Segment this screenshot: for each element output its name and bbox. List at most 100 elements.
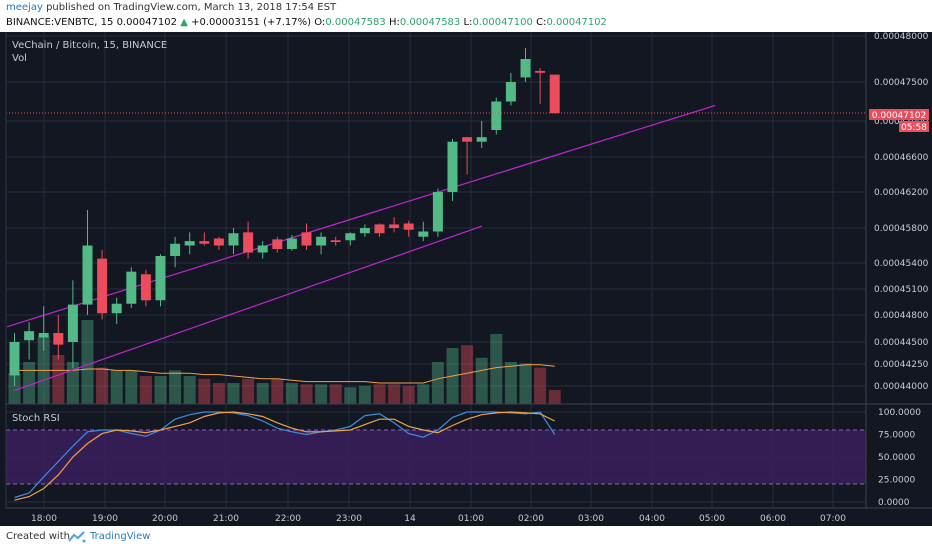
candle-body (535, 70, 546, 73)
time-badge-text: 05:58 (901, 123, 927, 133)
price-axis-label: 0.00045100 (874, 285, 929, 295)
candle-body (549, 74, 560, 114)
low-label: L: (463, 17, 473, 28)
rsi-axis-label: 25.0000 (878, 476, 915, 486)
candle (418, 221, 429, 242)
volume-bar (23, 362, 36, 404)
candle (53, 315, 64, 360)
time-axis-label: 23:00 (336, 514, 362, 524)
volume-bar (52, 355, 65, 404)
time-axis-label: 19:00 (92, 514, 118, 524)
candle-body (301, 232, 312, 246)
candle (38, 306, 49, 351)
stoch-d-line (14, 411, 555, 501)
trendlines[interactable] (7, 104, 716, 391)
footer: Created with TradingView (0, 526, 932, 550)
volume-bar (66, 362, 79, 404)
candle-body (447, 141, 458, 192)
candle-body (82, 245, 93, 305)
volume-bar (227, 383, 240, 404)
candle (228, 228, 239, 255)
candle-body (359, 228, 370, 234)
price-badge-text: 0.00047102 (872, 111, 926, 121)
candle-body (272, 239, 283, 249)
author-link[interactable]: meejay (6, 2, 43, 13)
volume-bar (300, 384, 313, 404)
time-axis-label: 18:00 (31, 514, 57, 524)
time-badge: 05:58 (899, 121, 929, 133)
price-axis-label: 0.00048000 (874, 32, 929, 42)
candle-body (53, 333, 64, 345)
volume-bar (256, 383, 269, 404)
volume-bar (548, 390, 561, 404)
volume-bar (183, 376, 196, 404)
price-chart[interactable]: 0.000480000.000475000.000470000.00046600… (0, 32, 932, 526)
candle-body (9, 342, 20, 376)
candle-body (476, 137, 487, 142)
candle-body (170, 243, 181, 256)
candle (257, 241, 268, 259)
time-axis-label: 04:00 (639, 514, 665, 524)
time-axis-label: 22:00 (275, 514, 301, 524)
time-axis-label: 14 (404, 514, 416, 524)
volume-bar (344, 387, 357, 404)
candle (111, 297, 122, 324)
price-axis-label: 0.00044500 (874, 338, 929, 348)
volume-bar (417, 384, 430, 404)
price-axis-label: 0.00044250 (874, 360, 929, 370)
volume-bar (490, 334, 503, 404)
rsi-axis-label: 0.0000 (878, 498, 910, 508)
volume-bar (402, 385, 415, 404)
symbol-label: BINANCE:VENBTC, 15 (6, 17, 114, 28)
chart-title: VeChain / Bitcoin, 15, BINANCE (12, 40, 167, 51)
tradingview-brand-link[interactable]: TradingView (90, 531, 151, 542)
stoch-rsi-band (6, 430, 866, 484)
volume-bar (388, 384, 401, 404)
candle (462, 137, 473, 175)
candle (9, 333, 20, 386)
candle (535, 68, 546, 104)
change-value: +0.00003151 (+7.17%) (191, 17, 312, 28)
trendline (7, 104, 716, 328)
volume-bar (534, 367, 547, 404)
volume-bar (475, 357, 488, 404)
time-axis-label: 20:00 (152, 514, 178, 524)
candle-body (67, 304, 78, 342)
candle-body (126, 271, 137, 304)
volume-bar (154, 376, 167, 404)
volume-bar (373, 384, 386, 404)
candle-body (505, 82, 516, 102)
candle (520, 47, 531, 82)
candle-body (462, 137, 473, 142)
price-axis-label: 0.00046600 (874, 153, 929, 163)
time-axis-label: 02:00 (518, 514, 544, 524)
candle-body (345, 233, 356, 241)
price-axis-labels[interactable]: 0.000480000.000475000.000470000.00046600… (874, 32, 929, 392)
candles (9, 47, 560, 386)
time-axis-label: 03:00 (578, 514, 604, 524)
volume-bar (358, 385, 371, 404)
volume-bar (329, 384, 342, 404)
time-axis-label: 05:00 (699, 514, 725, 524)
volume-bar (271, 378, 284, 404)
stoch-rsi-label: Stoch RSI (12, 413, 60, 424)
time-axis-label: 01:00 (458, 514, 484, 524)
volume-bar (431, 362, 444, 404)
candle (403, 220, 414, 237)
rsi-axis-label: 75.0000 (878, 431, 915, 441)
candle (505, 72, 516, 106)
candle (199, 232, 210, 246)
time-axis-label: 21:00 (213, 514, 239, 524)
last-price: 0.00047102 (116, 17, 178, 28)
volume-bar (139, 376, 152, 404)
close-value: 0.00047102 (546, 17, 607, 28)
candle-body (155, 256, 166, 301)
candle (549, 74, 560, 114)
candle (155, 254, 166, 307)
price-axis-label: 0.00044000 (874, 382, 929, 392)
time-axis-labels[interactable]: 18:00 19:00 20:00 21:00 22:00 23:00 14 01:00 02:… (31, 514, 846, 524)
candle (184, 232, 195, 255)
chart-area[interactable]: 0.000480000.000475000.000470000.00046600… (0, 32, 932, 526)
candle (67, 280, 78, 369)
candle-body (213, 238, 224, 246)
